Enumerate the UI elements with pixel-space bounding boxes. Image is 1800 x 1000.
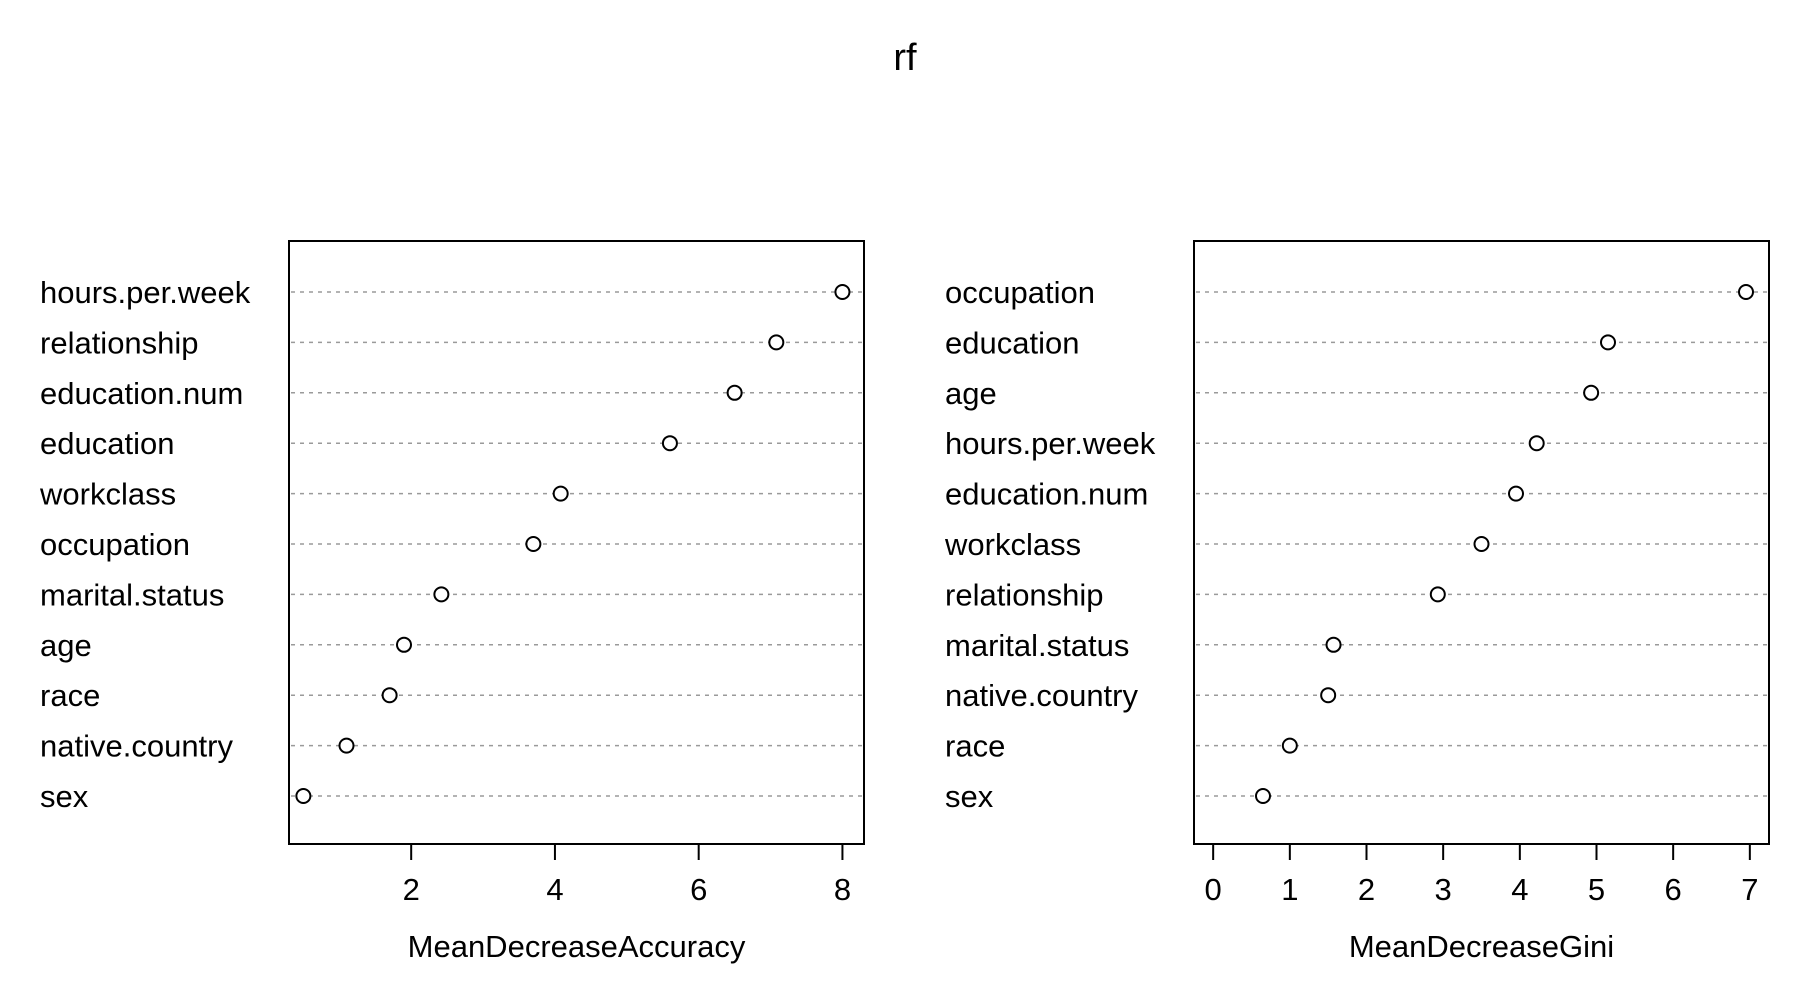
panel-1-category-label: race [40,678,100,713]
panel-2-data-point [1325,636,1342,653]
panel-1-category-label: education [40,426,174,461]
panel-1-category-label: sex [40,779,89,814]
panel-2-category-label: age [945,376,997,411]
panel-1-frame [288,240,865,845]
panel-1-x-tick-label: 2 [403,872,420,907]
panel-2-x-tick-label: 0 [1205,872,1222,907]
panel-1-x-axis-label: MeanDecreaseAccuracy [408,929,746,964]
panel-1-data-point [433,586,450,603]
panel-1-data-point [295,788,312,804]
panel-2-data-point [1473,536,1490,552]
panel-1-data-point [525,536,542,552]
panel-2-x-tick-label: 7 [1741,872,1758,907]
panel-1-category-label: relationship [40,325,199,360]
panel-1-data-point [768,334,785,351]
panel-2-category-label: occupation [945,275,1095,310]
panel-1-data-point [381,687,398,704]
panel-1-category-label: age [40,628,92,663]
panel-2-data-point [1255,788,1271,804]
panel-2-x-tick-label: 6 [1665,872,1682,907]
panel-2-x-tick-label: 5 [1588,872,1605,907]
chart-title: rf [893,37,917,79]
panel-2-x-tick-label: 1 [1281,872,1298,907]
panel-2-data-point [1508,485,1524,502]
panel-2-category-label: race [945,729,1005,764]
panel-2-data-point [1600,334,1616,351]
panel-2-x-axis-label: MeanDecreaseGini [1349,929,1614,964]
panel-1-category-label: native.country [40,729,233,764]
panel-2-data-point [1429,586,1446,603]
panel-1-category-label: occupation [40,527,190,562]
panel-1-data-point [661,435,678,452]
panel-2-data-point [1281,737,1298,754]
panel-2-category-label: education.num [945,477,1148,512]
panel-1-category-label: education.num [40,376,243,411]
panel-1-x-tick-label: 8 [834,872,851,907]
panel-1-data-point [552,485,569,502]
panel-2-x-tick-label: 3 [1435,872,1452,907]
panel-2-data-point [1583,384,1600,401]
panel-2-data-point [1320,687,1337,704]
panel-1-x-tick-label: 4 [546,872,563,907]
panel-2-category-label: native.country [945,678,1138,713]
panel-1-data-point [726,384,743,401]
panel-2-data-point [1528,435,1545,452]
panel-2-category-label: sex [945,779,994,814]
panel-1-data-point [338,737,355,754]
panel-1-data-point [396,636,412,653]
panel-1-category-label: hours.per.week [40,275,251,310]
panel-2-category-label: hours.per.week [945,426,1156,461]
panel-2-x-tick-label: 4 [1511,872,1528,907]
panel-1-x-tick-label: 6 [690,872,707,907]
panel-2-category-label: workclass [944,527,1081,562]
panel-2-category-label: marital.status [945,628,1129,663]
panel-2-category-label: education [945,325,1079,360]
panel-1-category-label: marital.status [40,577,224,612]
panel-1-data-point [834,284,851,300]
panel-2-data-point [1738,284,1754,300]
panel-2-x-tick-label: 2 [1358,872,1375,907]
panel-1-category-label: workclass [39,477,176,512]
panel-2-category-label: relationship [945,577,1104,612]
